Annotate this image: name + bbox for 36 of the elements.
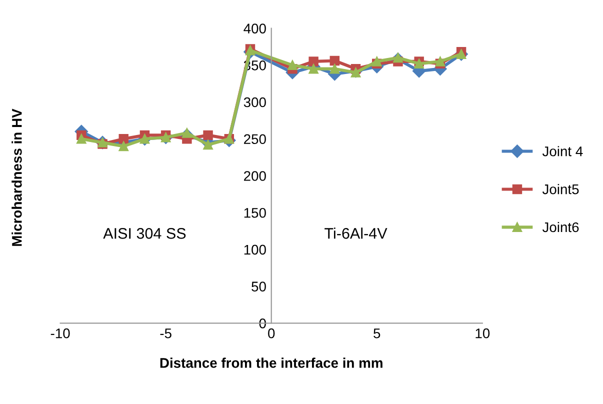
y-tick-label: 100 [244, 244, 266, 255]
y-axis-title: Microhardness in HV [12, 108, 22, 246]
y-tick-label: 400 [244, 24, 266, 34]
y-tick-label: 200 [244, 171, 266, 181]
y-tick-label: 0 [259, 318, 266, 328]
point [182, 128, 192, 138]
point [118, 134, 128, 144]
legend-label: Joint5 [542, 184, 579, 194]
x-tick-label: 10 [476, 328, 490, 338]
y-tick-label: 250 [244, 134, 266, 144]
point [330, 56, 340, 66]
legend-label: Joint6 [542, 222, 579, 232]
point [203, 130, 213, 140]
point [393, 52, 403, 63]
y-tick-label: 50 [252, 282, 266, 292]
point [76, 134, 86, 144]
annotation: Ti-6Al-4V [324, 228, 388, 239]
point [372, 56, 382, 66]
x-tick-label: -5 [160, 328, 172, 338]
point [203, 140, 213, 150]
x-tick-label: -10 [50, 328, 70, 338]
point [308, 64, 318, 74]
y-tick-label: 150 [244, 208, 266, 218]
point [308, 56, 318, 66]
x-axis-title: Distance from the interface in mm [160, 358, 382, 368]
point [288, 60, 298, 70]
point [118, 141, 128, 152]
annotation: AISI 304 SS [103, 228, 186, 239]
x-tick-label: 5 [374, 328, 380, 338]
point [414, 58, 424, 69]
y-tick-label: 300 [244, 97, 266, 108]
point [435, 56, 446, 66]
point [330, 64, 340, 74]
point [350, 68, 361, 78]
x-tick-label: 0 [268, 328, 275, 338]
legend-label: Joint 4 [542, 146, 583, 156]
